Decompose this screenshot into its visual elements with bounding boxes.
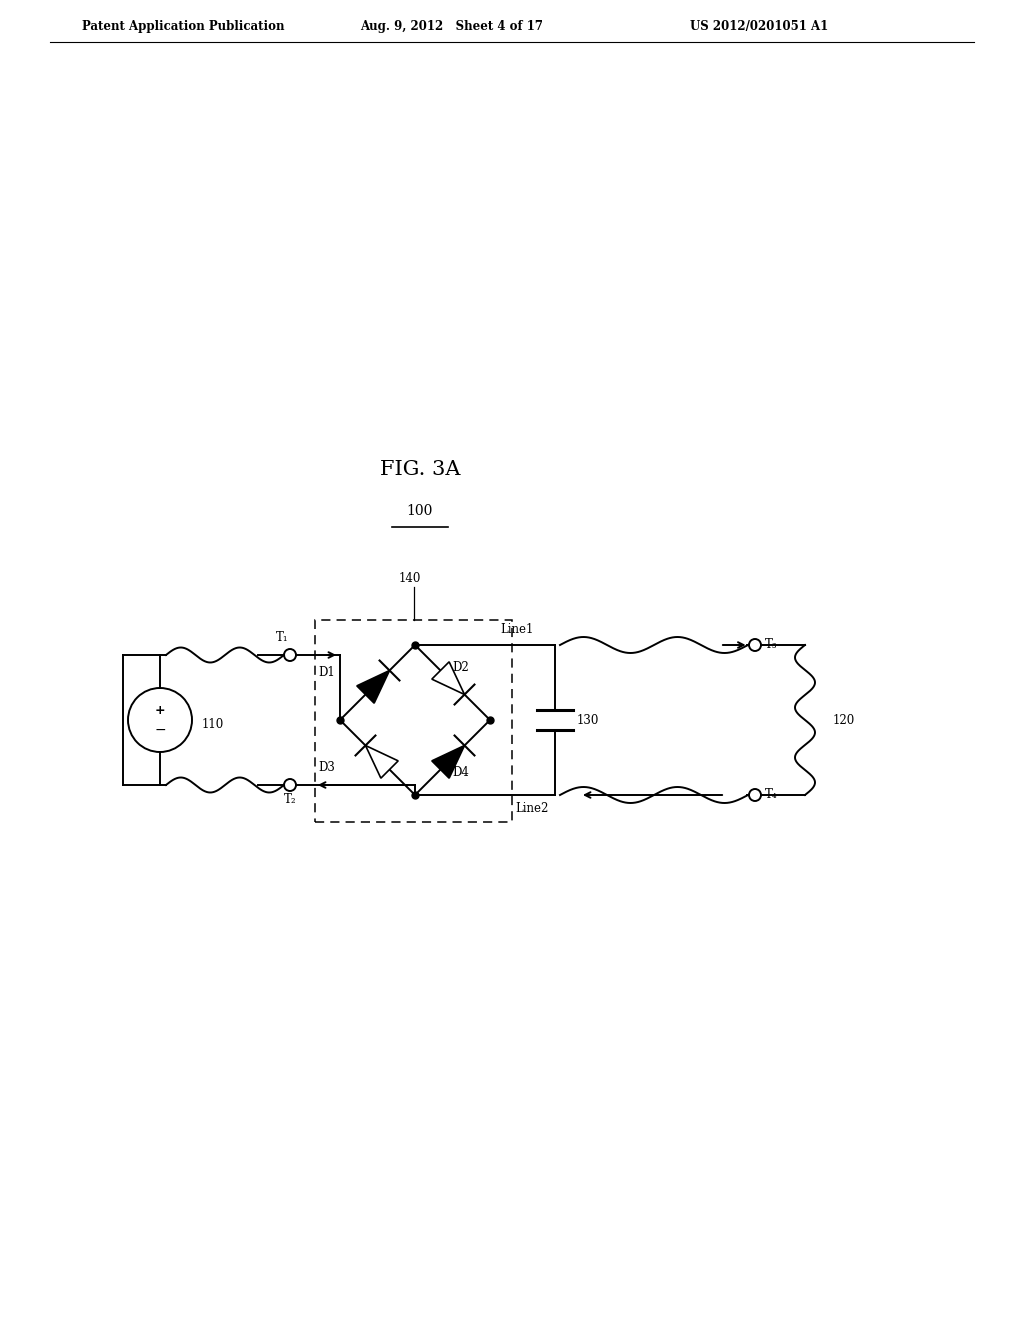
Text: D2: D2	[453, 661, 469, 675]
Text: Patent Application Publication: Patent Application Publication	[82, 20, 285, 33]
Text: 130: 130	[577, 714, 599, 726]
Text: Aug. 9, 2012   Sheet 4 of 17: Aug. 9, 2012 Sheet 4 of 17	[360, 20, 543, 33]
Text: 120: 120	[833, 714, 855, 726]
Text: T₄: T₄	[765, 788, 777, 801]
Text: D1: D1	[318, 667, 335, 678]
Text: 100: 100	[407, 504, 433, 517]
Text: D4: D4	[453, 766, 469, 779]
Text: Line2: Line2	[515, 803, 549, 814]
Text: US 2012/0201051 A1: US 2012/0201051 A1	[690, 20, 828, 33]
Text: −: −	[155, 723, 166, 737]
Polygon shape	[366, 746, 398, 779]
Text: 110: 110	[202, 718, 224, 731]
Text: T₁: T₁	[275, 631, 289, 644]
Text: T₃: T₃	[765, 639, 777, 652]
Text: FIG. 3A: FIG. 3A	[380, 459, 460, 479]
Polygon shape	[356, 671, 389, 704]
Text: 140: 140	[398, 572, 421, 585]
Polygon shape	[432, 746, 465, 779]
Text: T₂: T₂	[284, 793, 296, 807]
Bar	[315, 620, 512, 822]
Text: D3: D3	[318, 762, 335, 774]
Polygon shape	[432, 661, 465, 694]
Text: Line1: Line1	[500, 623, 534, 636]
Text: +: +	[155, 704, 165, 717]
